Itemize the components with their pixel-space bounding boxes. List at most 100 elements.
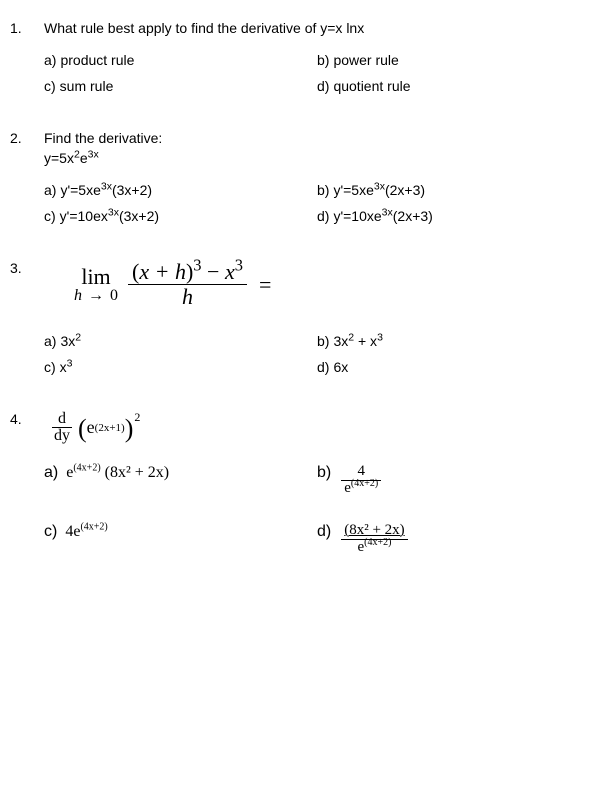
formula-sup: 3 xyxy=(67,358,73,370)
option-label: a) xyxy=(44,52,56,68)
option-text: quotient rule xyxy=(333,78,410,94)
option-label: c) xyxy=(44,208,56,224)
question-number: 1. xyxy=(10,20,22,36)
option-c: c) y'=10ex3x(3x+2) xyxy=(44,208,297,224)
formula-part: (8x² + 2x) xyxy=(101,464,169,481)
option-text: product rule xyxy=(60,52,134,68)
formula-sup: (4x+2) xyxy=(73,463,100,474)
option-text: (8x² + 2x) e(4x+2) xyxy=(341,523,407,556)
option-a: a) y'=5xe3x(3x+2) xyxy=(44,182,297,198)
stem-formula: y=5x2e3x xyxy=(44,150,570,166)
option-b: b) y'=5xe3x(2x+3) xyxy=(317,182,570,198)
option-d: d) quotient rule xyxy=(317,78,570,94)
worksheet-page: 1. What rule best apply to find the deri… xyxy=(0,0,600,621)
option-b: b) power rule xyxy=(317,52,570,68)
formula-sup: (4x+2) xyxy=(80,522,107,533)
options-grid: a) 3x2 b) 3x2 + x3 c) x3 d) 6x xyxy=(44,333,570,375)
question-3: 3. lim h → 0 (x + h)3 − x3 h xyxy=(30,260,570,375)
formula-sup: (4x+2) xyxy=(351,478,378,489)
option-a: a) e(4x+2) (8x² + 2x) xyxy=(44,464,297,497)
option-text: y'=10xe3x(2x+3) xyxy=(333,208,432,224)
formula-sup: 3x xyxy=(101,180,112,192)
option-b: b) 3x2 + x3 xyxy=(317,333,570,349)
fraction: (8x² + 2x) e(4x+2) xyxy=(341,523,407,556)
option-text: sum rule xyxy=(60,78,114,94)
minus: − xyxy=(202,259,225,284)
formula-part: y'=5xe xyxy=(60,182,100,198)
d-bot: dy xyxy=(52,428,72,444)
option-label: c) xyxy=(44,523,57,541)
formula-part: x xyxy=(60,359,67,375)
formula-part: 4e xyxy=(65,523,80,540)
options-grid: a) product rule b) power rule c) sum rul… xyxy=(44,52,570,94)
option-d: d) y'=10xe3x(2x+3) xyxy=(317,208,570,224)
formula-part: 3x xyxy=(60,333,75,349)
question-number: 2. xyxy=(10,130,22,146)
formula-part: y'=10xe xyxy=(333,208,381,224)
fraction-denominator: e(4x+2) xyxy=(354,540,394,556)
option-text: 3x2 + x3 xyxy=(333,333,382,349)
outer-exponent: 2 xyxy=(134,410,140,425)
exp: 3 xyxy=(235,256,243,275)
question-number: 4. xyxy=(10,411,22,427)
option-label: d) xyxy=(317,359,329,375)
lim-to: 0 xyxy=(110,287,118,304)
question-stem: What rule best apply to find the derivat… xyxy=(44,20,570,36)
option-text: power rule xyxy=(333,52,398,68)
formula-part: (2x+3) xyxy=(385,182,425,198)
option-label: c) xyxy=(44,78,56,94)
fraction: (x + h)3 − x3 h xyxy=(128,260,247,309)
option-text: y'=10ex3x(3x+2) xyxy=(60,208,159,224)
option-c: c) sum rule xyxy=(44,78,297,94)
paren-open: ( xyxy=(78,416,87,442)
formula-part: 3x xyxy=(333,333,348,349)
option-text: e(4x+2) (8x² + 2x) xyxy=(66,464,169,482)
formula-part: (3x+2) xyxy=(112,182,152,198)
option-text: 3x2 xyxy=(60,333,81,349)
formula-sup: (4x+2) xyxy=(364,537,391,548)
d-top: d xyxy=(56,411,68,427)
formula-part: + x xyxy=(354,333,377,349)
option-label: d) xyxy=(317,208,329,224)
option-a: a) 3x2 xyxy=(44,333,297,349)
option-label: d) xyxy=(317,523,331,541)
question-2: 2. Find the derivative: y=5x2e3x a) y'=5… xyxy=(30,130,570,224)
option-b: b) 4 e(4x+2) xyxy=(317,464,570,497)
option-text: y'=5xe3x(2x+3) xyxy=(333,182,425,198)
lim-arrow: → xyxy=(88,287,104,304)
formula-part: y=5x xyxy=(44,150,74,166)
formula-sup: 3 xyxy=(377,332,383,344)
term: x xyxy=(225,259,235,284)
option-text: x3 xyxy=(60,359,73,375)
d-dy-operator: d dy xyxy=(52,411,72,444)
paren-close: ) xyxy=(125,416,134,442)
option-d: d) 6x xyxy=(317,359,570,375)
stem-text: What rule best apply to find the derivat… xyxy=(44,20,570,36)
formula-part: (2x+3) xyxy=(393,208,433,224)
question-4: 4. d dy ( e(2x+1) ) 2 a) e(4x+2) (8x² + … xyxy=(30,411,570,555)
option-c: c) 4e(4x+2) xyxy=(44,523,297,556)
option-label: d) xyxy=(317,78,329,94)
equals-sign: = xyxy=(259,272,271,298)
formula-part: y'=5xe xyxy=(333,182,373,198)
formula-part: e xyxy=(344,480,351,496)
fraction-numerator: (x + h)3 − x3 xyxy=(128,260,247,284)
option-label: b) xyxy=(317,182,329,198)
lim-condition: h → 0 xyxy=(74,288,118,305)
limit-expression: lim h → 0 (x + h)3 − x3 h = xyxy=(74,260,570,309)
option-label: a) xyxy=(44,182,56,198)
option-text: 4e(4x+2) xyxy=(65,523,107,541)
option-d: d) (8x² + 2x) e(4x+2) xyxy=(317,523,570,556)
formula-sup: 3x xyxy=(382,206,393,218)
option-label: b) xyxy=(317,52,329,68)
fraction-denominator: e(4x+2) xyxy=(341,481,381,497)
options-grid: a) y'=5xe3x(3x+2) b) y'=5xe3x(2x+3) c) y… xyxy=(44,182,570,224)
derivative-expression: d dy ( e(2x+1) ) 2 xyxy=(52,411,570,444)
formula-part: (3x+2) xyxy=(119,208,159,224)
options-grid: a) e(4x+2) (8x² + 2x) b) 4 e(4x+2) xyxy=(44,464,570,555)
formula-part: y'=10ex xyxy=(60,208,108,224)
formula-sup: 3x xyxy=(108,206,119,218)
exp: 3 xyxy=(193,256,201,275)
option-text: 4 e(4x+2) xyxy=(341,464,381,497)
option-label: b) xyxy=(317,464,331,482)
